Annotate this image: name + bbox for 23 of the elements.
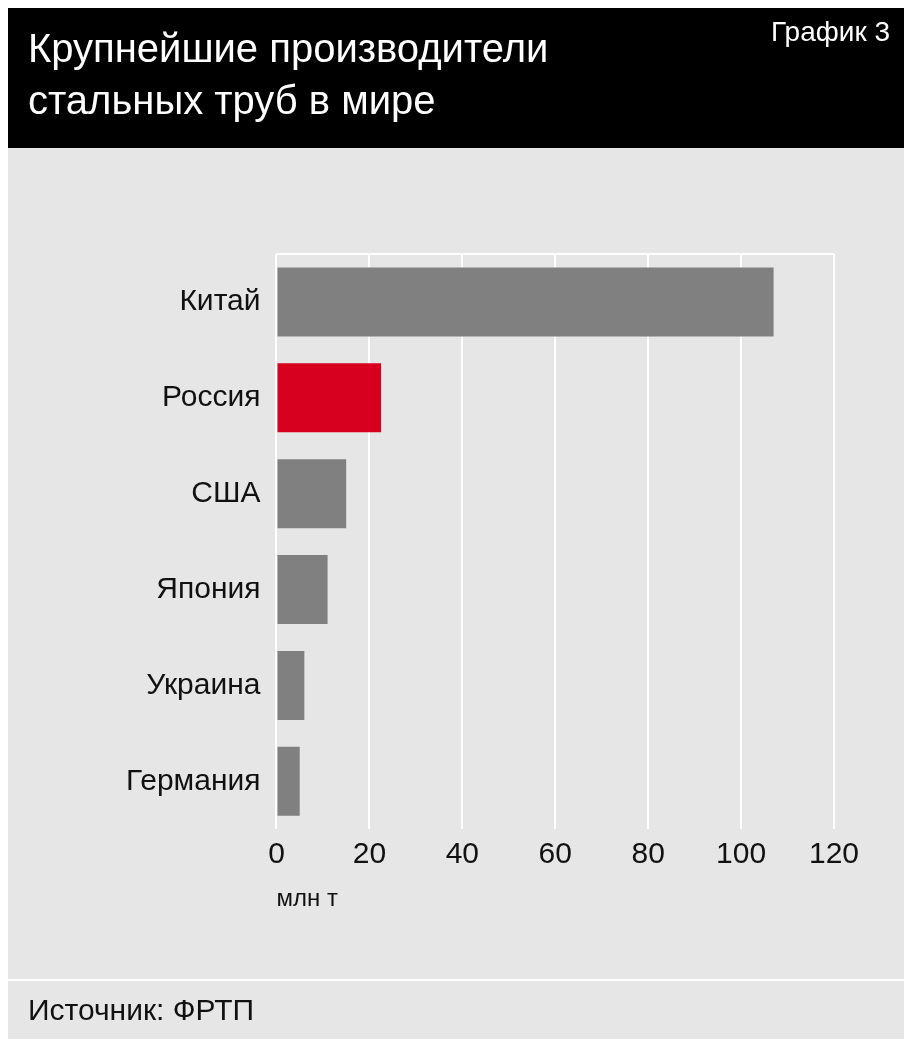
x-tick-label: 100 <box>716 836 767 870</box>
text: Источник: ФРТП <box>8 979 904 1039</box>
x-tick-label: 20 <box>352 836 387 870</box>
bar <box>277 363 382 433</box>
chart-title: Крупнейшие производители стальных труб в мире <box>28 25 550 124</box>
bar <box>277 650 305 720</box>
y-tick-label: Украина <box>146 666 261 700</box>
y-tick-label: Япония <box>156 570 261 604</box>
bar <box>277 267 774 337</box>
y-tick-label: Китай <box>179 283 261 317</box>
y-tick-label: Россия <box>162 379 261 413</box>
x-tick-label: 60 <box>538 836 572 870</box>
bar <box>277 555 328 625</box>
x-tick-label: 80 <box>631 836 665 870</box>
bar <box>277 746 300 816</box>
bar <box>277 459 347 529</box>
x-tick-label: 40 <box>445 836 480 870</box>
x-tick-label: 0 <box>268 836 285 870</box>
y-tick-label: США <box>191 474 261 508</box>
x-axis-title: млн т <box>276 884 338 912</box>
text: График 3 <box>770 16 890 48</box>
x-tick-label: 120 <box>808 836 860 870</box>
y-tick-label: Германия <box>125 762 261 796</box>
